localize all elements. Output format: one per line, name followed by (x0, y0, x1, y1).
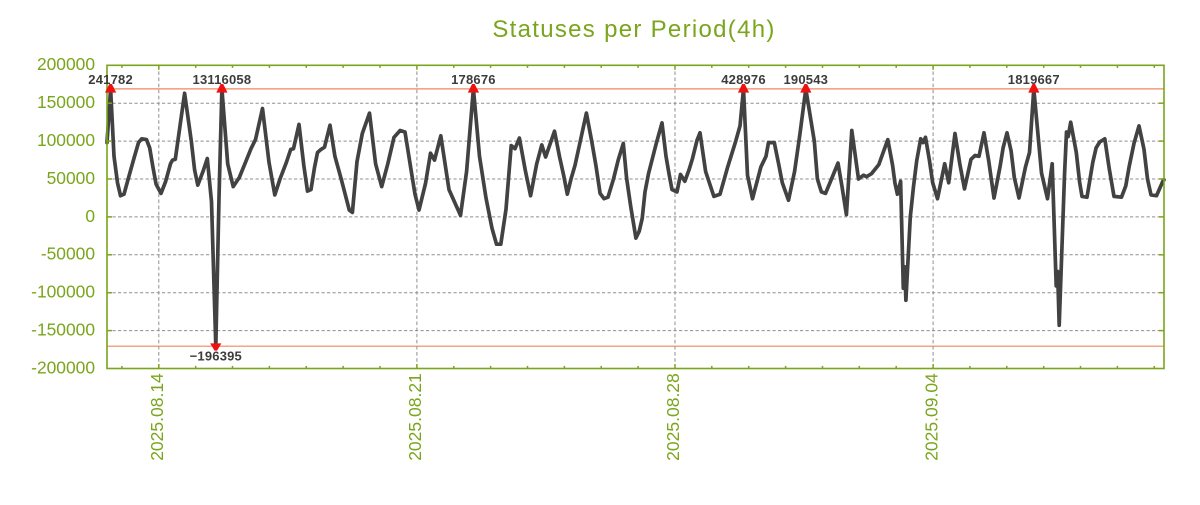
svg-text:-100000: -100000 (31, 282, 95, 302)
svg-text:-50000: -50000 (41, 244, 95, 264)
svg-text:2025.08.28: 2025.08.28 (663, 373, 683, 461)
svg-text:150000: 150000 (37, 92, 95, 112)
svg-text:2025.08.21: 2025.08.21 (405, 373, 425, 461)
svg-text:200000: 200000 (37, 54, 95, 74)
svg-text:-200000: -200000 (31, 357, 95, 377)
svg-text:Statuses per Period(4h): Statuses per Period(4h) (492, 16, 775, 43)
svg-text:13116058: 13116058 (193, 72, 252, 87)
svg-text:241782: 241782 (88, 72, 133, 87)
svg-text:0: 0 (85, 206, 95, 226)
svg-text:100000: 100000 (37, 130, 95, 150)
svg-text:2025.08.14: 2025.08.14 (147, 373, 167, 461)
svg-text:190543: 190543 (784, 72, 829, 87)
svg-text:428976: 428976 (721, 72, 766, 87)
svg-text:2025.09.04: 2025.09.04 (921, 373, 941, 461)
svg-text:-150000: -150000 (31, 320, 95, 340)
svg-text:178676: 178676 (451, 72, 496, 87)
svg-text:1819667: 1819667 (1008, 72, 1060, 87)
svg-text:−196395: −196395 (190, 349, 242, 364)
svg-text:50000: 50000 (47, 168, 95, 188)
